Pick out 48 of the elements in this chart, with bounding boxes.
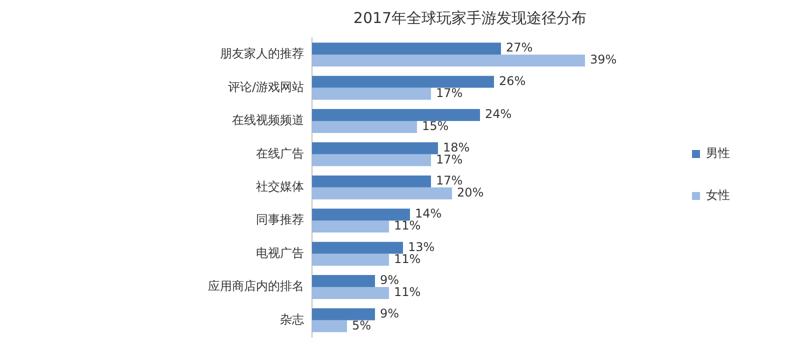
- bar: [312, 220, 389, 233]
- data-label: 26%: [499, 74, 526, 88]
- bar: [312, 275, 375, 287]
- data-label: 24%: [485, 107, 512, 122]
- data-label: 5%: [352, 318, 372, 332]
- bar: [312, 187, 452, 200]
- data-label: 14%: [415, 206, 442, 221]
- bar: [312, 42, 501, 55]
- data-label: 39%: [590, 52, 617, 67]
- y-tick-label: 朋友家人的推荐: [220, 46, 304, 61]
- bar: [312, 54, 585, 67]
- legend-label: 男性: [706, 146, 730, 160]
- bar: [312, 254, 389, 266]
- y-tick-label: 应用商店内的排名: [208, 279, 304, 294]
- y-tick-label: 在线广告: [256, 146, 304, 160]
- data-label: 18%: [443, 140, 470, 154]
- data-label: 9%: [380, 273, 400, 288]
- bar: [312, 287, 389, 299]
- legend-label: 女性: [706, 188, 730, 202]
- bar: [312, 208, 410, 221]
- data-label: 17%: [436, 86, 463, 100]
- bar: [312, 175, 431, 188]
- data-label: 11%: [394, 285, 421, 300]
- data-label: 17%: [436, 174, 463, 188]
- y-tick-label: 同事推荐: [256, 212, 304, 227]
- data-label: 20%: [457, 186, 484, 200]
- data-label: 27%: [506, 40, 533, 55]
- data-label: 11%: [394, 252, 421, 266]
- y-tick-label: 社交媒体: [256, 180, 304, 194]
- data-label: 15%: [422, 119, 449, 134]
- bar: [312, 308, 375, 320]
- y-tick-label: 评论/游戏网站: [228, 80, 304, 94]
- bar: [312, 154, 431, 166]
- y-tick-label: 杂志: [280, 312, 304, 326]
- data-label: 13%: [408, 240, 435, 254]
- bar: [312, 121, 417, 133]
- y-tick-label: 电视广告: [256, 246, 304, 260]
- chart-title: 2017年全球玩家手游发现途径分布: [353, 8, 587, 27]
- data-label: 9%: [380, 306, 400, 320]
- bar: [312, 76, 494, 88]
- bar: [312, 242, 403, 254]
- bar: [312, 320, 347, 332]
- bar: [312, 88, 431, 100]
- bar: [312, 109, 480, 121]
- bar: [312, 142, 438, 154]
- data-label: 17%: [436, 152, 463, 166]
- data-label: 11%: [394, 218, 421, 233]
- y-tick-label: 在线视频频道: [232, 113, 304, 128]
